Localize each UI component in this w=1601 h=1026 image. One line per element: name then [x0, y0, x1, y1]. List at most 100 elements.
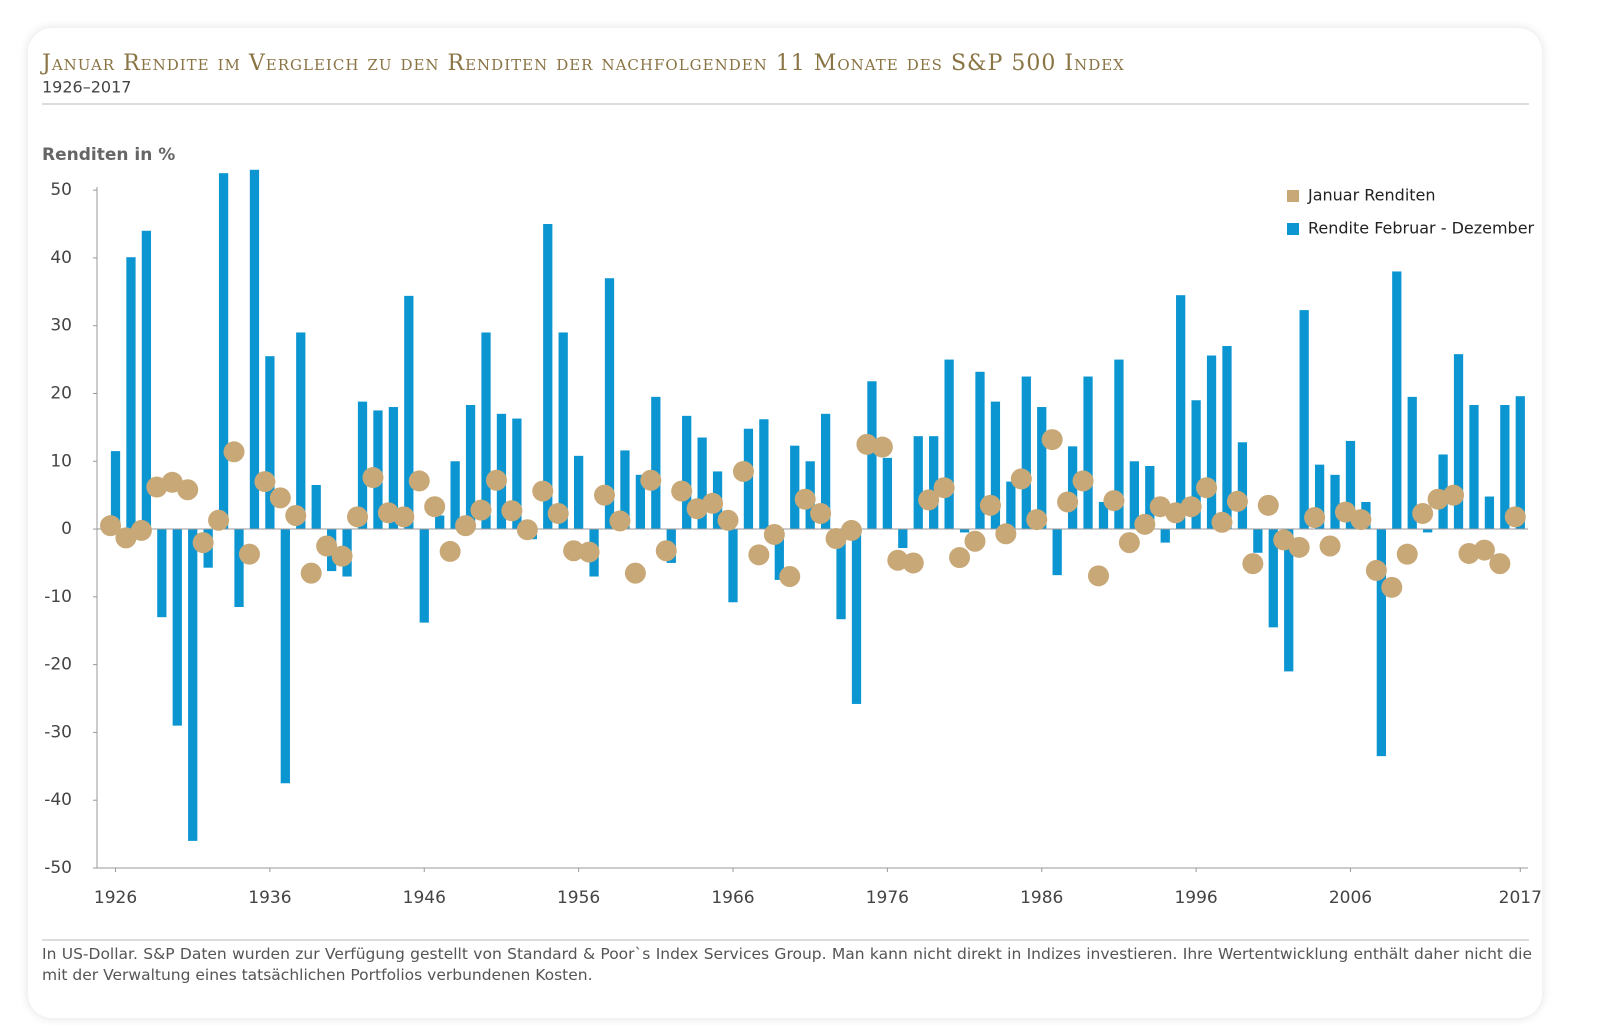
bar	[990, 401, 1001, 530]
dot	[763, 523, 785, 545]
dot	[810, 502, 832, 524]
dot	[1180, 496, 1202, 518]
bar	[790, 445, 800, 530]
y-tick-label: -20	[44, 655, 72, 675]
dot	[732, 460, 754, 482]
dot	[192, 532, 214, 554]
dot	[1026, 509, 1048, 531]
dot	[331, 545, 353, 567]
dot	[933, 477, 955, 499]
bar	[1021, 376, 1031, 530]
dot	[439, 540, 461, 562]
bar	[1206, 355, 1217, 530]
bar	[1160, 529, 1170, 543]
dot	[1319, 535, 1341, 557]
dot	[1412, 502, 1434, 524]
y-tick-label: -50	[44, 858, 72, 878]
bar	[388, 407, 399, 530]
bar	[574, 455, 584, 530]
legend-swatch	[1287, 223, 1299, 235]
dot	[1196, 477, 1218, 499]
dot	[1072, 470, 1094, 492]
dot	[269, 487, 291, 509]
bar	[774, 529, 784, 580]
dot	[424, 496, 446, 518]
dot	[871, 436, 893, 458]
dot	[223, 441, 245, 463]
x-tick-label: 1976	[866, 888, 909, 908]
dot	[840, 519, 862, 541]
dot	[100, 515, 122, 537]
dot	[238, 543, 260, 565]
dot	[1396, 543, 1418, 565]
dot	[1211, 511, 1233, 533]
chart-subtitle: 1926–2017	[42, 78, 131, 97]
chart-title: Januar Rendite im Vergleich zu den Rendi…	[40, 51, 1125, 76]
bar	[1392, 271, 1402, 530]
y-tick-label: 0	[61, 519, 72, 539]
footnote-box: In US-Dollar. S&P Daten wurden zur Verfü…	[42, 945, 1532, 984]
dot	[964, 530, 986, 552]
dot	[1473, 539, 1495, 561]
bar	[1453, 354, 1464, 530]
bar	[836, 529, 846, 620]
bar	[1114, 359, 1124, 530]
bar	[311, 484, 321, 530]
dot	[979, 494, 1001, 516]
bar	[1376, 529, 1386, 757]
bar	[1222, 346, 1232, 530]
bar	[898, 529, 908, 549]
dot	[995, 523, 1017, 545]
bar	[558, 332, 568, 530]
bar	[512, 418, 522, 530]
bar	[1052, 529, 1062, 576]
dot	[408, 470, 430, 492]
bar	[1407, 396, 1417, 530]
dot	[1103, 490, 1125, 512]
dot	[393, 506, 415, 528]
bar	[651, 396, 661, 530]
bar	[419, 529, 429, 623]
dot	[1304, 507, 1326, 529]
dot	[594, 484, 616, 506]
dot	[254, 471, 276, 493]
x-tick-label: 1946	[403, 888, 446, 908]
dot	[532, 480, 554, 502]
y-tick-label: 40	[50, 248, 72, 268]
bar	[975, 371, 985, 530]
bar	[141, 230, 152, 530]
bar	[1176, 295, 1186, 530]
dot	[918, 489, 940, 511]
dot	[177, 479, 199, 501]
dot	[501, 500, 523, 522]
bar	[357, 401, 368, 530]
dot	[1504, 506, 1526, 528]
dot	[949, 547, 971, 569]
dot	[347, 506, 369, 528]
bar	[728, 529, 738, 603]
dot	[1041, 429, 1063, 451]
legend-label: Rendite Februar - Dezember	[1308, 219, 1535, 238]
dot	[671, 480, 693, 502]
bar	[1500, 405, 1510, 530]
dot	[1381, 576, 1403, 598]
dot	[1288, 536, 1310, 558]
bar	[1006, 481, 1016, 530]
dot	[1134, 513, 1156, 535]
bar	[1515, 396, 1525, 530]
dot	[609, 510, 631, 532]
bar	[188, 529, 198, 841]
bar	[1191, 400, 1201, 530]
bar	[1314, 464, 1325, 530]
bar	[1284, 529, 1294, 672]
bar	[682, 415, 692, 530]
dot	[902, 552, 924, 574]
dot	[1257, 494, 1279, 516]
dot	[794, 488, 816, 510]
x-tick-label: 1956	[557, 888, 600, 908]
y-tick-label: 30	[50, 316, 72, 336]
legend-swatch	[1287, 190, 1299, 202]
bar	[1067, 446, 1078, 530]
bar	[867, 381, 877, 530]
